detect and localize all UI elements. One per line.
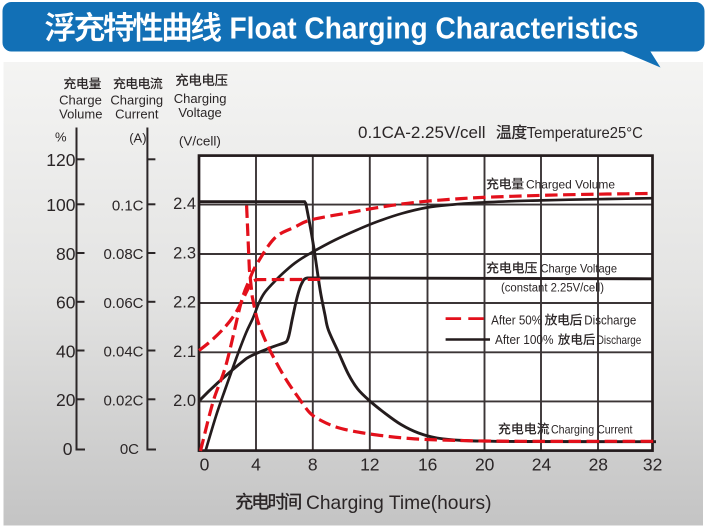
svg-text:Charged Volume: Charged Volume <box>526 178 615 192</box>
svg-text:2.2: 2.2 <box>173 294 196 312</box>
svg-text:2.1: 2.1 <box>173 343 196 361</box>
svg-text:Discharge: Discharge <box>597 333 642 347</box>
svg-text:2.0: 2.0 <box>173 392 196 410</box>
svg-text:28: 28 <box>589 455 608 475</box>
svg-text:Charging Time(hours): Charging Time(hours) <box>306 492 492 514</box>
svg-text:Charging: Charging <box>174 91 227 106</box>
svg-text:20: 20 <box>475 455 495 475</box>
svg-text:32: 32 <box>643 455 662 475</box>
svg-text:0C: 0C <box>120 441 139 458</box>
svg-text:Voltage: Voltage <box>178 105 221 120</box>
svg-text:0.06C: 0.06C <box>103 295 143 312</box>
svg-text:16: 16 <box>418 455 437 475</box>
svg-text:Charge Voltage: Charge Voltage <box>541 262 618 276</box>
svg-text:2.3: 2.3 <box>173 245 196 263</box>
svg-text:Charging: Charging <box>110 93 163 108</box>
svg-text:8: 8 <box>308 455 318 475</box>
svg-text:4: 4 <box>251 455 261 475</box>
svg-text:(A): (A) <box>129 131 146 146</box>
svg-text:After 50%: After 50% <box>491 314 542 328</box>
svg-text:0: 0 <box>200 455 210 475</box>
svg-text:Current: Current <box>115 107 159 122</box>
svg-text:Charging Current: Charging Current <box>551 423 633 437</box>
svg-text:0.04C: 0.04C <box>103 344 143 361</box>
svg-text:After 100%: After 100% <box>495 333 554 347</box>
svg-text:2.4: 2.4 <box>173 195 196 213</box>
svg-text:20: 20 <box>56 390 76 410</box>
svg-text:0.08C: 0.08C <box>103 246 143 263</box>
svg-text:40: 40 <box>56 341 76 361</box>
svg-text:(constant 2.25V/cell): (constant 2.25V/cell) <box>501 283 604 295</box>
svg-text:60: 60 <box>56 293 76 313</box>
svg-text:Volume: Volume <box>59 107 102 122</box>
svg-text:100: 100 <box>46 195 75 215</box>
svg-text:Charge: Charge <box>59 93 102 108</box>
svg-text:(V/cell): (V/cell) <box>179 134 221 149</box>
svg-text:Temperature25°C: Temperature25°C <box>527 125 643 142</box>
svg-text:0.1CA-2.25V/cell: 0.1CA-2.25V/cell <box>358 123 486 142</box>
svg-text:80: 80 <box>56 244 76 264</box>
svg-text:Float Charging Characteristics: Float Charging Characteristics <box>230 11 639 46</box>
svg-text:120: 120 <box>46 150 75 170</box>
svg-text:12: 12 <box>360 455 379 475</box>
svg-text:24: 24 <box>532 455 552 475</box>
svg-text:0.1C: 0.1C <box>112 197 144 214</box>
svg-text:%: % <box>55 130 67 145</box>
svg-text:0: 0 <box>63 439 73 459</box>
svg-text:Discharge: Discharge <box>584 314 636 328</box>
svg-text:0.02C: 0.02C <box>103 392 143 409</box>
